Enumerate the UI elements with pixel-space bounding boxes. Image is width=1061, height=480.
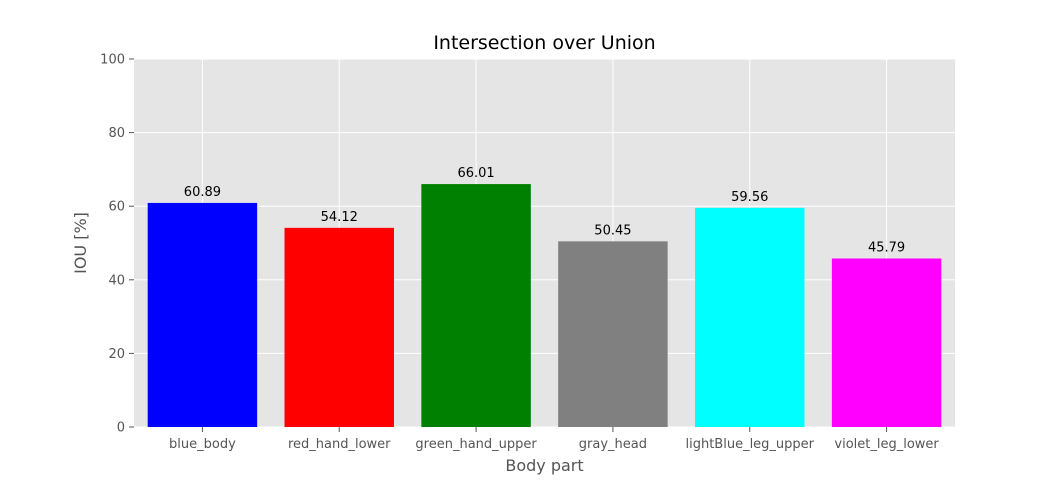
y-tick-label: 40 (108, 273, 125, 288)
x-tick-label: lightBlue_leg_upper (685, 437, 814, 452)
data-label-violet_leg_lower: 45.79 (868, 240, 905, 255)
x-tick-label: gray_head (579, 437, 647, 452)
y-tick-label: 20 (108, 347, 125, 362)
x-tick-label: blue_body (169, 437, 236, 452)
value-labels: 60.89 54.12 66.01 50.45 59.56 45.79 (184, 166, 905, 255)
data-label-green_hand_upper: 66.01 (457, 166, 494, 181)
data-label-red_hand_lower: 54.12 (321, 210, 358, 225)
y-tick-label: 0 (117, 421, 125, 436)
chart-title: Intersection over Union (433, 32, 655, 54)
bars (147, 184, 942, 427)
bar-blue_body (147, 202, 258, 427)
y-tick-label: 60 (108, 200, 125, 215)
bar-red_hand_lower (284, 227, 394, 427)
x-tick-label: violet_leg_lower (834, 437, 939, 452)
data-label-gray_head: 50.45 (594, 223, 631, 238)
data-label-lightBlue_leg_upper: 59.56 (731, 190, 768, 205)
y-axis-ticks: 0 20 40 60 80 100 (100, 53, 134, 436)
x-axis-label: Body part (505, 456, 583, 475)
x-tick-label: red_hand_lower (288, 437, 391, 452)
bar-gray_head (558, 241, 668, 427)
y-axis-label: IOU [%] (71, 212, 90, 274)
bar-lightBlue_leg_upper (695, 207, 805, 427)
y-tick-label: 100 (100, 53, 125, 68)
data-label-blue_body: 60.89 (184, 185, 221, 200)
x-axis-ticks: blue_body red_hand_lower green_hand_upper g… (169, 427, 939, 452)
y-tick-label: 80 (108, 126, 125, 141)
x-tick-label: green_hand_upper (415, 437, 537, 452)
plot-area (134, 59, 955, 427)
bar-violet_leg_lower (831, 258, 942, 427)
bar-green_hand_upper (421, 184, 531, 427)
